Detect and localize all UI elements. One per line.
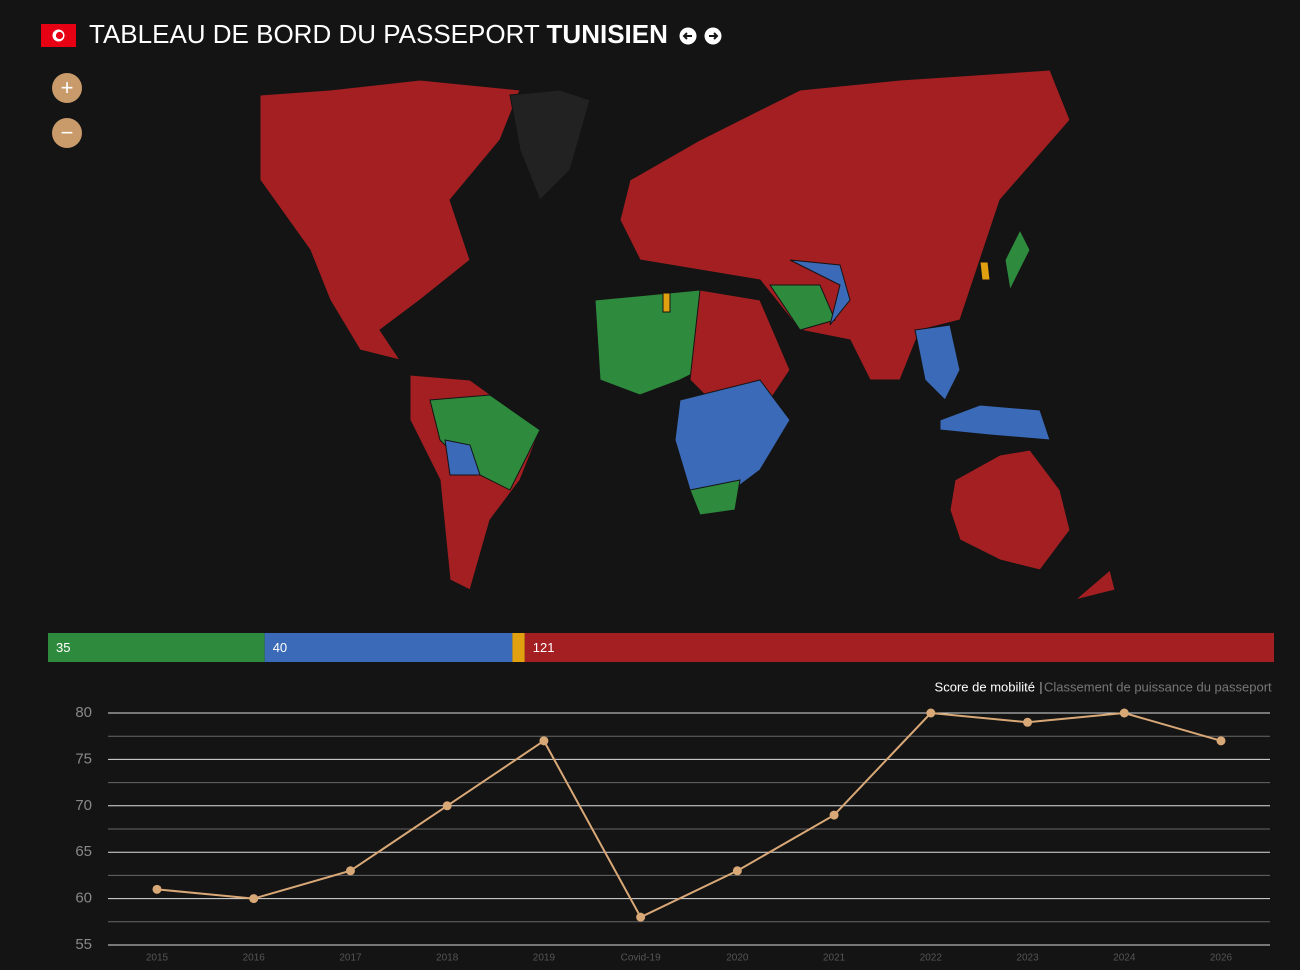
bar-segment-label: 40 <box>273 640 287 655</box>
region-japan[interactable] <box>1004 228 1031 292</box>
x-tick-label: 2024 <box>1113 953 1136 964</box>
x-tick-label: 2021 <box>823 953 846 964</box>
data-point <box>1023 717 1033 727</box>
y-tick-label: 60 <box>75 890 92 907</box>
data-point <box>732 866 742 876</box>
region-greenland[interactable] <box>509 89 591 201</box>
x-tick-label: 2018 <box>436 953 459 964</box>
data-point <box>636 912 646 922</box>
y-tick-label: 75 <box>75 750 92 767</box>
x-tick-label: 2020 <box>726 953 749 964</box>
bar-segment <box>524 633 1274 662</box>
x-tick-label: 2016 <box>243 953 266 964</box>
y-tick-label: 80 <box>75 704 92 721</box>
region-southern-africa[interactable] <box>689 479 741 516</box>
line-chart: 55 60 65 70 75 80 2015 2016 2017 2018 2019 Covid-19… <box>75 704 1270 964</box>
x-tick-label: 2019 <box>533 953 556 964</box>
region-north-america[interactable] <box>259 79 521 361</box>
data-point <box>1119 708 1129 718</box>
line-series <box>156 711 1222 919</box>
bar-segment <box>48 633 265 662</box>
zoom-out[interactable]: − <box>52 118 82 148</box>
bar-segment-label: 35 <box>56 640 70 655</box>
flag-crescent <box>55 31 64 40</box>
region-indonesia[interactable] <box>939 404 1051 441</box>
data-point <box>1216 736 1226 746</box>
x-tick-label: 2015 <box>146 953 169 964</box>
region-central-asia[interactable] <box>789 259 851 326</box>
tab-separator: | <box>1039 679 1042 694</box>
bar-segment <box>264 633 513 662</box>
data-point <box>442 801 452 811</box>
data-point <box>152 884 162 894</box>
next-button[interactable] <box>704 27 722 45</box>
x-tick-label: 2022 <box>920 953 943 964</box>
y-tick-label: 70 <box>75 797 92 814</box>
region-iran[interactable] <box>769 284 836 331</box>
region-bolivia[interactable] <box>444 439 481 476</box>
title-text: TABLEAU DE BORD DU PASSEPORT <box>89 19 540 49</box>
bar-segment <box>512 633 525 662</box>
y-tick-label: 65 <box>75 843 92 860</box>
region-tunisia[interactable] <box>662 292 671 313</box>
data-point <box>249 894 259 904</box>
data-point <box>829 810 839 820</box>
region-korea[interactable] <box>979 261 991 281</box>
region-central-africa[interactable] <box>674 379 791 501</box>
world-map <box>259 69 1116 601</box>
title: TABLEAU DE BORD DU PASSEPORT TUNISIEN <box>89 19 668 49</box>
tab-active[interactable]: Score de mobilité <box>935 679 1035 694</box>
tab-inactive[interactable]: Classement de puissance du passeport <box>1044 679 1272 694</box>
prev-button[interactable] <box>679 27 697 45</box>
data-point <box>539 736 549 746</box>
x-tick-label: Covid-19 <box>621 953 661 964</box>
y-tick-label: 55 <box>75 936 92 953</box>
mobility-bar: 35 40 121 <box>48 633 1274 662</box>
zoom-in[interactable]: + <box>52 73 82 103</box>
region-australia[interactable] <box>949 449 1071 571</box>
region-brazil[interactable] <box>429 394 541 491</box>
data-point <box>926 708 936 718</box>
title-bold: TUNISIEN <box>547 19 668 49</box>
bar-segment-label: 121 <box>533 640 555 655</box>
x-tick-label: 2026 <box>1210 953 1233 964</box>
data-point <box>345 866 355 876</box>
region-new-zealand[interactable] <box>1074 569 1116 601</box>
x-tick-label: 2023 <box>1016 953 1039 964</box>
region-southeast-asia[interactable] <box>914 324 961 401</box>
x-tick-label: 2017 <box>339 953 362 964</box>
